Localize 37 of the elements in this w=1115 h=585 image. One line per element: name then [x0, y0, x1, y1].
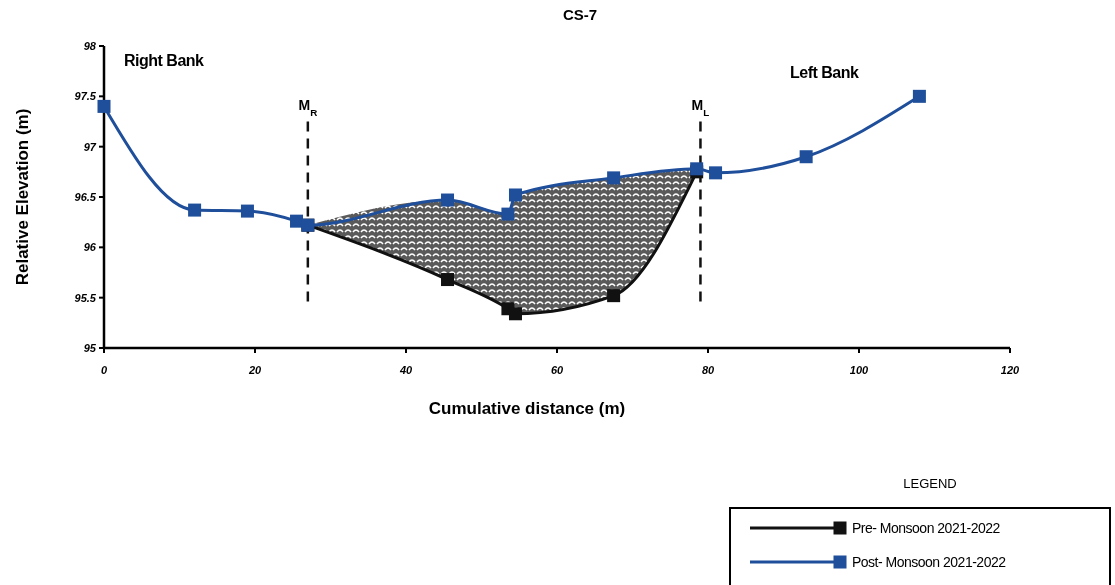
- point: [441, 273, 455, 287]
- x-tick-label: 60: [550, 364, 564, 376]
- x-tick-label: 80: [701, 364, 715, 376]
- annotation: Left Bank: [790, 64, 859, 81]
- x-tick-label: 100: [849, 364, 870, 376]
- x-tick-label: 0: [100, 364, 108, 376]
- legend-label: Pre- Monsoon 2021-2022: [852, 520, 1001, 536]
- legend-title: LEGEND: [903, 476, 957, 491]
- point: [240, 204, 254, 218]
- legend-label: Post- Monsoon 2021-2022: [852, 554, 1007, 570]
- y-tick-label: 96.5: [74, 191, 97, 203]
- point: [508, 188, 522, 202]
- x-tick-label: 20: [247, 364, 262, 376]
- point: [501, 207, 515, 221]
- y-tick-label: 97: [83, 140, 97, 153]
- point: [188, 203, 202, 217]
- point: [97, 99, 111, 113]
- x-axis-title: Cumulative distance (m): [428, 399, 626, 418]
- x-tick-label: 120: [1000, 364, 1021, 376]
- y-tick-label: 96: [83, 241, 97, 254]
- y-tick-label: 95.5: [74, 291, 97, 304]
- x-tick-label: 40: [398, 364, 413, 376]
- point: [607, 289, 621, 303]
- ref-line-label: M$_{R}$: [298, 96, 318, 117]
- annotation: Right Bank: [124, 52, 205, 69]
- y-axis-title: Relative Elevation (m): [13, 108, 32, 286]
- y-tick-label: 97.5: [74, 90, 97, 103]
- point: [709, 166, 723, 180]
- ref-line-label: M$_{L}$: [691, 96, 710, 117]
- chart-title: CS-7: [562, 6, 598, 23]
- point: [607, 171, 621, 185]
- y-tick-label: 98: [83, 40, 97, 52]
- point: [799, 150, 813, 164]
- point: [912, 89, 926, 103]
- y-tick-label: 95: [83, 342, 97, 354]
- point: [508, 307, 522, 321]
- point: [441, 193, 455, 207]
